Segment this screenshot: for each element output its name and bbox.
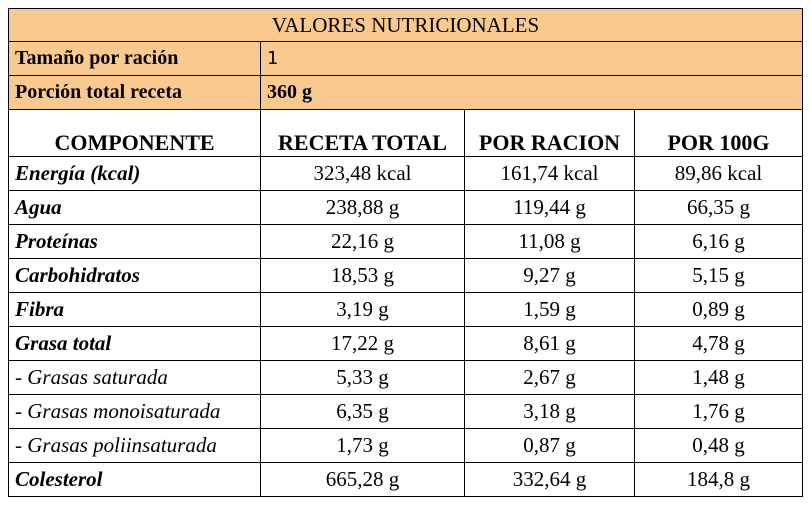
header-component: COMPONENTE <box>8 109 261 157</box>
per-serving-value: 1,59 g <box>464 292 635 327</box>
table-row: Colesterol 665,28 g 332,64 g 184,8 g <box>8 462 803 497</box>
nutrition-table: VALORES NUTRICIONALES Tamaño por ración … <box>8 8 803 497</box>
component-name: Proteínas <box>8 224 261 259</box>
per-100g-value: 4,78 g <box>634 326 803 361</box>
per-100g-value: 184,8 g <box>634 462 803 497</box>
header-recipe-total: RECETA TOTAL <box>260 109 465 157</box>
table-row: - Grasas saturada 5,33 g 2,67 g 1,48 g <box>8 360 803 395</box>
recipe-total-value: 238,88 g <box>260 190 465 225</box>
component-name: Carbohidratos <box>8 258 261 293</box>
recipe-total-value: 6,35 g <box>260 394 465 429</box>
table-row: - Grasas monoisaturada 6,35 g 3,18 g 1,7… <box>8 394 803 429</box>
per-serving-value: 332,64 g <box>464 462 635 497</box>
component-name: Fibra <box>8 292 261 327</box>
per-serving-value: 161,74 kcal <box>464 156 635 191</box>
per-100g-value: 1,48 g <box>634 360 803 395</box>
per-serving-value: 119,44 g <box>464 190 635 225</box>
per-serving-value: 9,27 g <box>464 258 635 293</box>
table-row: Carbohidratos 18,53 g 9,27 g 5,15 g <box>8 258 803 293</box>
recipe-total-value: 18,53 g <box>260 258 465 293</box>
component-name: - Grasas saturada <box>8 360 261 395</box>
column-header-row: COMPONENTE RECETA TOTAL POR RACION POR 1… <box>8 109 803 157</box>
per-serving-value: 8,61 g <box>464 326 635 361</box>
per-serving-value: 11,08 g <box>464 224 635 259</box>
header-per-serving: POR RACION <box>464 109 635 157</box>
component-name: - Grasas monoisaturada <box>8 394 261 429</box>
per-100g-value: 89,86 kcal <box>634 156 803 191</box>
title-row: VALORES NUTRICIONALES <box>8 8 803 42</box>
per-100g-value: 6,16 g <box>634 224 803 259</box>
per-serving-value: 0,87 g <box>464 428 635 463</box>
component-name: Agua <box>8 190 261 225</box>
total-portion-label: Porción total receta <box>8 75 261 110</box>
component-name: Colesterol <box>8 462 261 497</box>
info-row-serving: Tamaño por ración 1 <box>8 41 803 76</box>
header-per-100g: POR 100G <box>634 109 803 157</box>
per-serving-value: 2,67 g <box>464 360 635 395</box>
per-100g-value: 1,76 g <box>634 394 803 429</box>
table-row: Grasa total 17,22 g 8,61 g 4,78 g <box>8 326 803 361</box>
recipe-total-value: 323,48 kcal <box>260 156 465 191</box>
recipe-total-value: 5,33 g <box>260 360 465 395</box>
recipe-total-value: 22,16 g <box>260 224 465 259</box>
recipe-total-value: 3,19 g <box>260 292 465 327</box>
per-100g-value: 0,89 g <box>634 292 803 327</box>
recipe-total-value: 1,73 g <box>260 428 465 463</box>
per-100g-value: 0,48 g <box>634 428 803 463</box>
recipe-total-value: 665,28 g <box>260 462 465 497</box>
recipe-total-value: 17,22 g <box>260 326 465 361</box>
table-row: Proteínas 22,16 g 11,08 g 6,16 g <box>8 224 803 259</box>
per-100g-value: 66,35 g <box>634 190 803 225</box>
table-row: Energía (kcal) 323,48 kcal 161,74 kcal 8… <box>8 156 803 191</box>
component-name: Energía (kcal) <box>8 156 261 191</box>
serving-size-value: 1 <box>260 41 803 76</box>
table-row: Fibra 3,19 g 1,59 g 0,89 g <box>8 292 803 327</box>
info-row-total: Porción total receta 360 g <box>8 75 803 110</box>
per-serving-value: 3,18 g <box>464 394 635 429</box>
component-name: - Grasas poliinsaturada <box>8 428 261 463</box>
per-100g-value: 5,15 g <box>634 258 803 293</box>
component-name: Grasa total <box>8 326 261 361</box>
total-portion-value: 360 g <box>260 75 803 110</box>
serving-size-label: Tamaño por ración <box>8 41 261 76</box>
table-title: VALORES NUTRICIONALES <box>8 8 803 42</box>
table-row: Agua 238,88 g 119,44 g 66,35 g <box>8 190 803 225</box>
table-row: - Grasas poliinsaturada 1,73 g 0,87 g 0,… <box>8 428 803 463</box>
